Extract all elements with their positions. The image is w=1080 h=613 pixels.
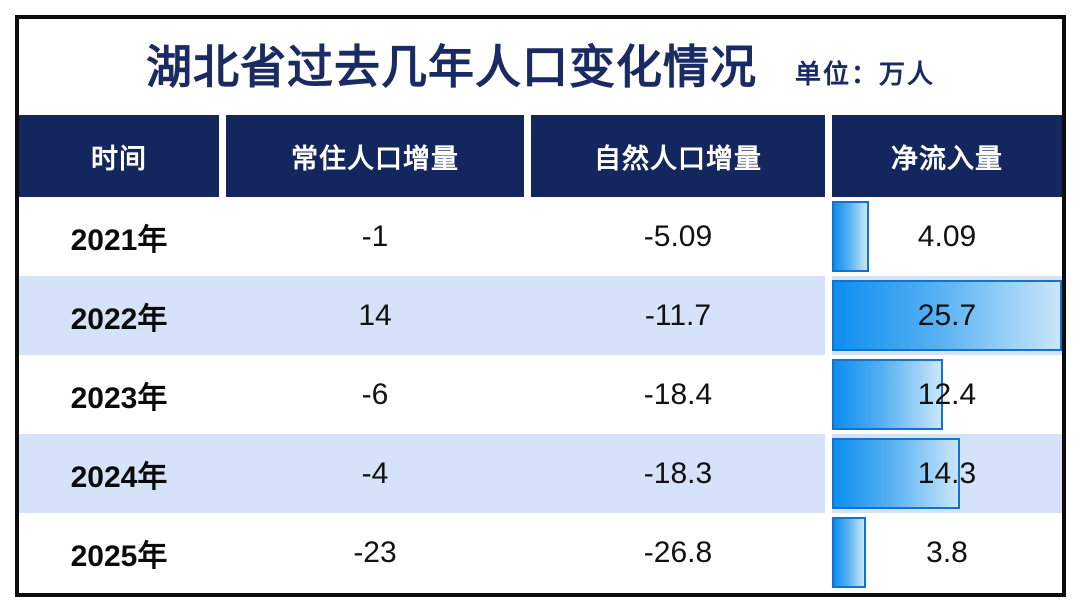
column-separator [825, 434, 832, 513]
column-separator [524, 434, 531, 513]
column-separator [825, 513, 832, 592]
resident-increment-cell: -23 [353, 535, 397, 569]
net-inflow-bar [832, 280, 1062, 351]
column-separator [219, 513, 226, 592]
net-inflow-value: 4.09 [917, 219, 977, 253]
natural-increment-cell: -18.3 [643, 456, 713, 490]
column-header-natural-increment: 自然人口增量 [531, 115, 825, 197]
column-separator [825, 355, 832, 434]
net-inflow-bar [832, 201, 869, 272]
net-inflow-bar [832, 438, 960, 509]
natural-increment-cell: -26.8 [643, 535, 713, 569]
year-cell: 2021年 [70, 223, 168, 257]
column-separator [219, 434, 226, 513]
net-inflow-cell: 14.3 [832, 434, 1062, 513]
column-separator [219, 197, 226, 276]
net-inflow-value: 3.8 [926, 535, 968, 569]
resident-increment-cell: -1 [361, 219, 389, 253]
net-inflow-value: 14.3 [917, 456, 977, 490]
table-row: 2025年 -23 -26.8 3.8 [19, 513, 1062, 592]
year-cell: 2022年 [70, 302, 168, 336]
column-separator [524, 276, 531, 355]
net-inflow-cell: 4.09 [832, 197, 1062, 276]
column-separator [825, 276, 832, 355]
column-separator [524, 115, 531, 197]
net-inflow-cell: 12.4 [832, 355, 1062, 434]
natural-increment-cell: -5.09 [643, 219, 713, 253]
year-cell: 2023年 [70, 381, 168, 415]
title-bar: 湖北省过去几年人口变化情况 单位：万人 [19, 19, 1062, 115]
table-row: 2022年 14 -11.7 25.7 [19, 276, 1062, 355]
column-separator [825, 115, 832, 197]
table-row: 2024年 -4 -18.3 14.3 [19, 434, 1062, 513]
column-header-time: 时间 [19, 115, 219, 197]
net-inflow-value: 25.7 [917, 298, 977, 332]
column-separator [524, 197, 531, 276]
table-row: 2021年 -1 -5.09 4.09 [19, 197, 1062, 276]
table-frame: 湖北省过去几年人口变化情况 单位：万人 时间 常住人口增量 自然人口增量 净流入… [15, 15, 1066, 597]
resident-increment-cell: -6 [361, 377, 389, 411]
column-separator [524, 513, 531, 592]
column-header-resident-increment: 常住人口增量 [226, 115, 524, 197]
resident-increment-cell: 14 [358, 298, 392, 332]
table-header-row: 时间 常住人口增量 自然人口增量 净流入量 [19, 115, 1062, 197]
resident-increment-cell: -4 [361, 456, 389, 490]
net-inflow-cell: 3.8 [832, 513, 1062, 592]
column-separator [219, 115, 226, 197]
column-header-net-inflow: 净流入量 [832, 115, 1062, 197]
natural-increment-cell: -18.4 [643, 377, 713, 411]
unit-label: 单位：万人 [794, 59, 935, 89]
column-separator [219, 355, 226, 434]
year-cell: 2024年 [70, 460, 168, 494]
column-separator [524, 355, 531, 434]
column-separator [825, 197, 832, 276]
year-cell: 2025年 [70, 539, 168, 573]
net-inflow-bar [832, 359, 943, 430]
page-title: 湖北省过去几年人口变化情况 [145, 41, 757, 93]
table-row: 2023年 -6 -18.4 12.4 [19, 355, 1062, 434]
net-inflow-bar [832, 517, 867, 588]
column-separator [219, 276, 226, 355]
net-inflow-value: 12.4 [917, 377, 977, 411]
net-inflow-cell: 25.7 [832, 276, 1062, 355]
table-body: 2021年 -1 -5.09 4.09 2022年 14 -11.7 25.7 … [19, 197, 1062, 592]
natural-increment-cell: -11.7 [644, 298, 712, 332]
